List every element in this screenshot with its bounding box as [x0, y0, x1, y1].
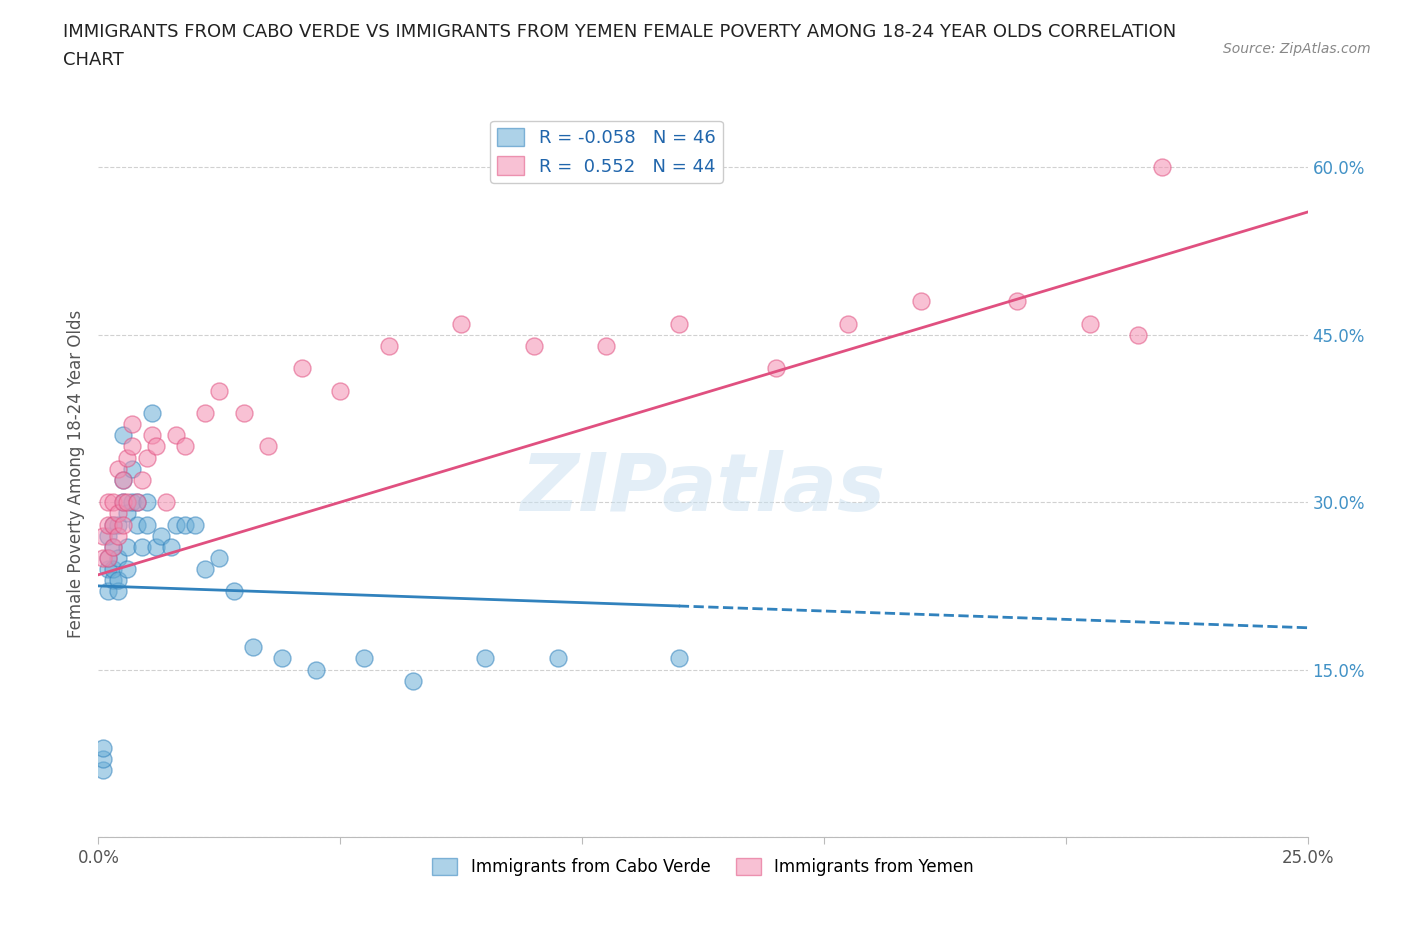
Point: [117, 506, 139, 521]
Point: [765, 361, 787, 376]
Point: [165, 517, 187, 532]
Point: [97, 517, 120, 532]
Point: [97, 551, 120, 565]
Point: [117, 450, 139, 465]
Point: [121, 495, 143, 510]
Point: [127, 495, 149, 510]
Point: [290, 361, 312, 376]
Point: [377, 339, 399, 353]
Point: [547, 651, 569, 666]
Point: [101, 562, 124, 577]
Y-axis label: Female Poverty Among 18-24 Year Olds: Female Poverty Among 18-24 Year Olds: [66, 311, 84, 638]
Point: [222, 584, 245, 599]
Point: [107, 461, 129, 476]
Point: [329, 383, 352, 398]
Point: [111, 495, 134, 510]
Point: [117, 539, 139, 554]
Point: [91, 528, 114, 543]
Point: [111, 472, 134, 487]
Point: [668, 651, 690, 666]
Point: [160, 539, 183, 554]
Point: [174, 439, 197, 454]
Point: [135, 450, 157, 465]
Point: [1078, 316, 1101, 331]
Point: [523, 339, 546, 353]
Point: [165, 428, 187, 443]
Point: [111, 517, 134, 532]
Point: [101, 539, 124, 554]
Point: [97, 528, 120, 543]
Point: [111, 495, 134, 510]
Point: [97, 584, 120, 599]
Point: [135, 517, 157, 532]
Point: [402, 673, 425, 688]
Point: [242, 640, 264, 655]
Point: [117, 562, 139, 577]
Point: [208, 383, 231, 398]
Point: [131, 472, 153, 487]
Point: [121, 417, 143, 432]
Point: [353, 651, 375, 666]
Point: [837, 316, 859, 331]
Point: [232, 405, 254, 420]
Point: [107, 573, 129, 588]
Point: [194, 405, 217, 420]
Point: [135, 495, 157, 510]
Point: [111, 428, 134, 443]
Point: [141, 428, 163, 443]
Point: [107, 506, 129, 521]
Point: [101, 517, 124, 532]
Text: Source: ZipAtlas.com: Source: ZipAtlas.com: [1223, 42, 1371, 56]
Point: [91, 751, 114, 766]
Point: [1007, 294, 1029, 309]
Point: [91, 551, 114, 565]
Point: [101, 517, 124, 532]
Point: [97, 495, 120, 510]
Point: [91, 740, 114, 755]
Point: [208, 551, 231, 565]
Point: [271, 651, 294, 666]
Point: [155, 495, 177, 510]
Point: [101, 495, 124, 510]
Point: [910, 294, 932, 309]
Legend: Immigrants from Cabo Verde, Immigrants from Yemen: Immigrants from Cabo Verde, Immigrants f…: [426, 852, 980, 883]
Point: [121, 461, 143, 476]
Point: [595, 339, 617, 353]
Point: [256, 439, 278, 454]
Text: CHART: CHART: [63, 51, 124, 69]
Point: [194, 562, 217, 577]
Point: [111, 472, 134, 487]
Point: [127, 495, 149, 510]
Point: [1128, 327, 1150, 342]
Point: [101, 539, 124, 554]
Point: [184, 517, 207, 532]
Point: [107, 517, 129, 532]
Point: [107, 528, 129, 543]
Text: ZIPatlas: ZIPatlas: [520, 450, 886, 528]
Point: [668, 316, 690, 331]
Point: [141, 405, 163, 420]
Point: [127, 517, 149, 532]
Point: [107, 551, 129, 565]
Point: [450, 316, 472, 331]
Point: [97, 551, 120, 565]
Point: [107, 584, 129, 599]
Point: [101, 573, 124, 588]
Point: [131, 539, 153, 554]
Point: [145, 439, 167, 454]
Point: [474, 651, 496, 666]
Point: [97, 562, 120, 577]
Point: [174, 517, 197, 532]
Point: [145, 539, 167, 554]
Point: [305, 662, 328, 677]
Point: [1152, 160, 1174, 175]
Point: [121, 439, 143, 454]
Point: [91, 763, 114, 777]
Point: [117, 495, 139, 510]
Point: [150, 528, 173, 543]
Text: IMMIGRANTS FROM CABO VERDE VS IMMIGRANTS FROM YEMEN FEMALE POVERTY AMONG 18-24 Y: IMMIGRANTS FROM CABO VERDE VS IMMIGRANTS…: [63, 23, 1177, 41]
